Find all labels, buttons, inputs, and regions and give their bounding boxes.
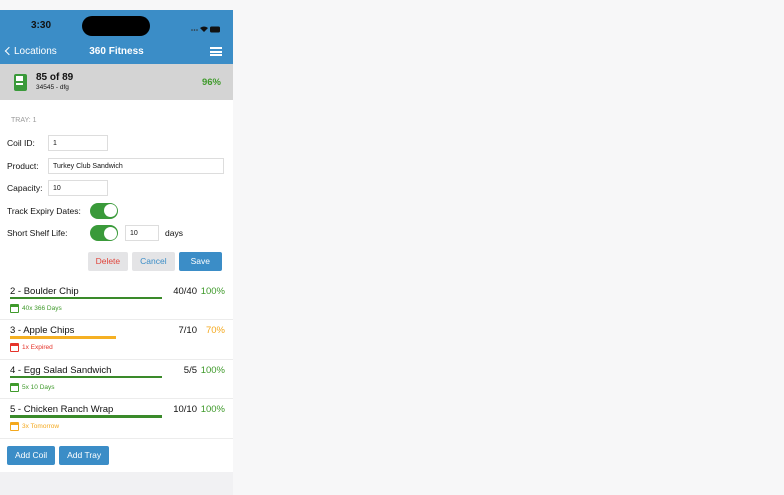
notch (82, 16, 150, 36)
field-label: Track Expiry Dates: (7, 205, 81, 216)
badge-text: 1x Expired (22, 344, 53, 351)
fill-bar (10, 336, 117, 339)
field-label: Capacity: (7, 183, 43, 194)
nav-header: 3:30 Locations 360 Fitness (0, 10, 233, 64)
form-row: Product: Turkey Club Sandwich (0, 155, 233, 178)
coil-item[interactable]: 3 - Apple Chips 7/10 70% 1x Expired (0, 320, 233, 360)
coil-name: 5 - Chicken Ranch Wrap (10, 404, 114, 415)
machine-id: 34545 - dfg (36, 84, 69, 91)
coil-name: 4 - Egg Salad Sandwich (10, 364, 112, 376)
field-label: Short Shelf Life: (7, 228, 68, 239)
action-button[interactable]: Add Tray (59, 445, 110, 465)
form-button[interactable]: Save (178, 251, 222, 271)
tray-label: TRAY: 1 (11, 117, 37, 124)
expiry-badge: 3x Tomorrow (10, 422, 59, 431)
nav-title: 360 Fitness (89, 46, 144, 57)
action-button[interactable]: Add Coil (7, 445, 56, 465)
machine-icon (14, 74, 27, 91)
calendar-icon (10, 382, 19, 392)
badge-text: 40x 366 Days (22, 304, 62, 312)
form-row: Track Expiry Dates: (0, 200, 233, 223)
field-label: Coil ID: (7, 138, 35, 149)
text-input[interactable]: 10 (48, 180, 108, 197)
coil-percent: 70% (205, 325, 225, 336)
action-buttons: Add Coil Add Tray (0, 439, 233, 472)
coil-percent: 100% (200, 364, 225, 376)
coil-count: 5/5 (183, 364, 197, 376)
expiry-badge: 5x 10 Days (10, 382, 55, 392)
status-icons (191, 21, 221, 39)
machine-count: 85 of 89 (36, 72, 74, 83)
form-button[interactable]: Cancel (132, 251, 175, 271)
toggle[interactable] (90, 225, 118, 242)
form-button[interactable]: Delete (87, 251, 129, 271)
menu-button[interactable] (210, 47, 222, 56)
expiry-badge: 40x 366 Days (10, 303, 62, 313)
status-time: 3:30 (30, 20, 51, 31)
coil-form: TRAY: 1 Coil ID: 1 Product: Turkey Club Sand… (0, 100, 233, 281)
calendar-icon (10, 422, 19, 431)
coil-list: 2 - Boulder Chip 40/40 100% 40x 366 Days 3 -… (0, 280, 233, 472)
calendar-icon (10, 343, 19, 352)
badge-text: 5x 10 Days (22, 383, 55, 391)
form-buttons: Delete Cancel Save (0, 245, 233, 277)
form-row: Coil ID: 1 (0, 132, 233, 155)
text-input[interactable]: 10 (125, 225, 159, 242)
coil-name: 2 - Boulder Chip (10, 285, 79, 297)
form-row: Capacity: 10 (0, 177, 233, 200)
calendar-icon (10, 303, 19, 313)
fill-bar (10, 375, 162, 378)
text-input[interactable]: Turkey Club Sandwich (48, 157, 224, 174)
text-input[interactable]: 1 (48, 135, 108, 152)
back-button[interactable]: Locations (14, 46, 57, 57)
edit-coil-screen: 3:30 Locations 360 Fitness 85 of 89 34545 - … (0, 10, 233, 495)
expiry-badge: 1x Expired (10, 343, 53, 352)
fill-bar (10, 296, 162, 299)
coil-percent: 100% (200, 404, 225, 415)
form-row: Short Shelf Life: 10 days (0, 222, 233, 245)
coil-name: 3 - Apple Chips (10, 325, 75, 336)
badge-text: 3x Tomorrow (22, 423, 60, 430)
machine-percent: 96% (201, 77, 221, 88)
toggle[interactable] (90, 202, 118, 219)
coil-count: 40/40 (173, 285, 197, 297)
fill-bar (10, 415, 162, 418)
unit-label: days (165, 228, 183, 239)
coil-count: 10/10 (173, 404, 197, 415)
field-label: Product: (7, 160, 39, 171)
coil-count: 7/10 (178, 325, 198, 336)
coil-percent: 100% (200, 285, 225, 297)
